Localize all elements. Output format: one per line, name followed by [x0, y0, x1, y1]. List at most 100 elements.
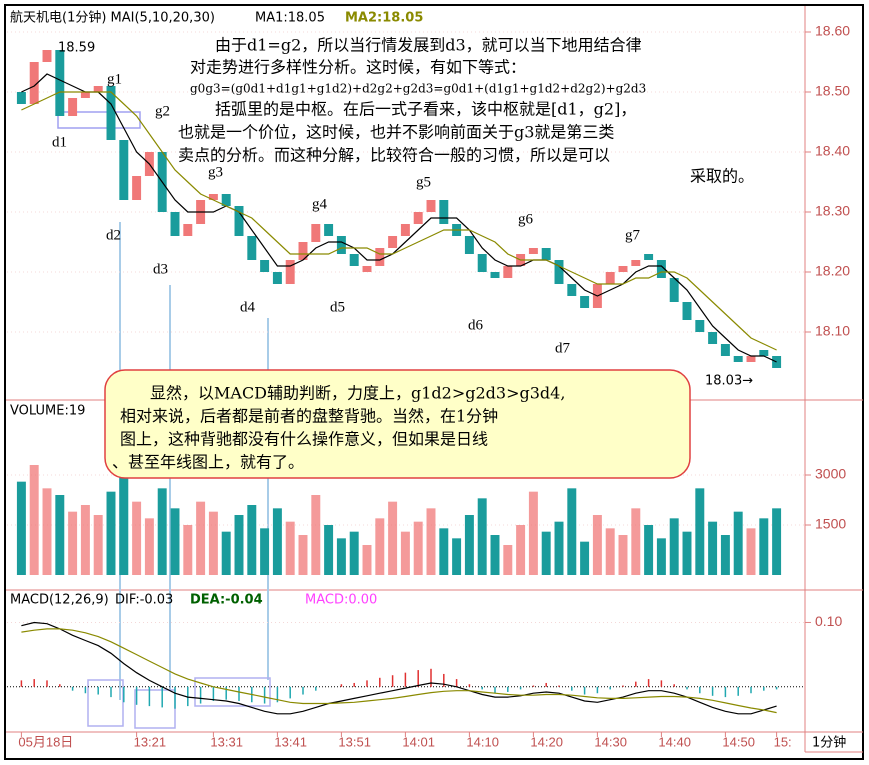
volume-bar — [132, 501, 142, 575]
x-tick-label: 13:41 — [274, 734, 307, 749]
candle — [208, 194, 218, 200]
annotation: 卖点的分析。而这种分解，比较符合一般的习惯，所以是可以 — [178, 146, 610, 165]
panel-title: MACD(12,26,9) — [10, 593, 109, 608]
volume-bar — [567, 488, 577, 575]
y-tick-label: 18.40 — [815, 143, 850, 159]
volume-bar — [746, 528, 756, 575]
candle — [618, 266, 628, 272]
macd-box — [134, 689, 176, 729]
x-tick-label: 13:31 — [210, 734, 243, 749]
volume-bar — [221, 531, 231, 575]
y-tick-label: 18.20 — [815, 263, 850, 279]
line-series — [21, 73, 777, 363]
price-label: 18.59 — [58, 41, 95, 56]
volume-bar — [413, 521, 423, 575]
legend-entry: DEA:-0.04 — [190, 593, 263, 608]
volume-bar — [42, 488, 52, 575]
volume-bar — [528, 491, 538, 575]
volume-bar — [285, 521, 295, 575]
x-tick-label: 13:21 — [134, 734, 167, 749]
candle — [477, 254, 487, 272]
plot-layer: 18.60 18.50 18.40 18.30 18.20 18.10 05月18日 13:2… — [7, 23, 850, 749]
price-label: 18.03→ — [705, 374, 753, 389]
x-tick-label: 14:50 — [722, 734, 755, 749]
y-tick-label: 18.60 — [815, 23, 850, 39]
annotation: 相对来说，后者都是前者的盘整背驰。当然，在1分钟 — [120, 407, 498, 426]
volume-bar — [554, 521, 564, 575]
macd-box — [194, 677, 271, 707]
volume-bar — [772, 508, 782, 575]
candle — [567, 284, 577, 296]
volume-bar — [298, 535, 308, 575]
x-tick-label: 14:01 — [402, 734, 435, 749]
volume-bar — [759, 518, 769, 575]
candle — [42, 50, 52, 62]
legend-entry: MA1:18.05 — [255, 11, 325, 26]
point-label: d2 — [106, 227, 121, 243]
candle — [285, 260, 295, 284]
y-tick-label: 0.10 — [815, 613, 842, 629]
candle — [55, 50, 65, 116]
volume-bar — [400, 531, 410, 575]
candle — [413, 212, 423, 224]
point-label: g1 — [107, 71, 122, 87]
point-label: g4 — [312, 196, 328, 212]
volume-bar — [234, 515, 244, 575]
candle — [234, 206, 244, 236]
line-series — [21, 91, 777, 351]
candle — [29, 62, 39, 104]
candle — [400, 224, 410, 236]
candle — [708, 332, 718, 344]
candle — [80, 92, 90, 98]
volume-bar — [144, 518, 154, 575]
line-series — [21, 621, 777, 715]
candle — [16, 92, 26, 104]
volume-bar — [93, 515, 103, 575]
candle — [682, 302, 692, 320]
candle — [375, 248, 385, 266]
volume-bar — [477, 498, 487, 575]
annotation: 也就是一个价位，这时候，也并不影响前面关于g3就是第三类 — [178, 123, 614, 142]
volume-bar — [170, 508, 180, 575]
point-label: d1 — [52, 134, 67, 150]
x-tick-label: 13:51 — [338, 734, 371, 749]
volume-bar — [631, 508, 641, 575]
x-tick-label: 14:10 — [466, 734, 499, 749]
volume-bar — [272, 508, 282, 575]
volume-bar — [490, 535, 500, 575]
annotation: 图上，这种背驰都没有什么操作意义，但如果是日线 — [120, 430, 488, 449]
volume-bar — [452, 538, 462, 575]
volume-bar — [503, 545, 513, 575]
candle — [669, 278, 679, 302]
point-label: g7 — [625, 227, 641, 243]
volume-bar — [580, 541, 590, 575]
annotation: g0g3=(g0d1+d1g1+g1d2)+d2g2+g2d3=g0d1+(d1… — [190, 82, 646, 96]
candle — [260, 260, 270, 272]
volume-bar — [362, 545, 372, 575]
candle — [298, 242, 308, 260]
candle — [183, 224, 193, 236]
candle — [490, 272, 500, 278]
candle — [221, 194, 231, 206]
candle — [336, 236, 346, 254]
volume-bar — [29, 465, 39, 575]
x-tick-label: 05月18日 — [18, 734, 73, 749]
volume-bar — [669, 518, 679, 575]
macd-box — [87, 679, 124, 727]
point-label: d3 — [153, 261, 168, 277]
volume-bar — [68, 511, 78, 575]
x-tick-label: 14:30 — [594, 734, 627, 749]
callout-box — [104, 369, 691, 479]
volume-bar — [720, 535, 730, 575]
candle — [528, 248, 538, 254]
x-tick-label: 14:20 — [530, 734, 563, 749]
candle — [106, 86, 116, 140]
volume-bar — [516, 525, 526, 575]
candle — [605, 272, 615, 284]
legend-entry: MA2:18.05 — [345, 11, 423, 26]
period-label: 1分钟 — [812, 735, 846, 751]
candle — [720, 344, 730, 356]
candle — [324, 224, 334, 236]
line-series — [21, 628, 777, 714]
volume-bar — [157, 488, 167, 575]
